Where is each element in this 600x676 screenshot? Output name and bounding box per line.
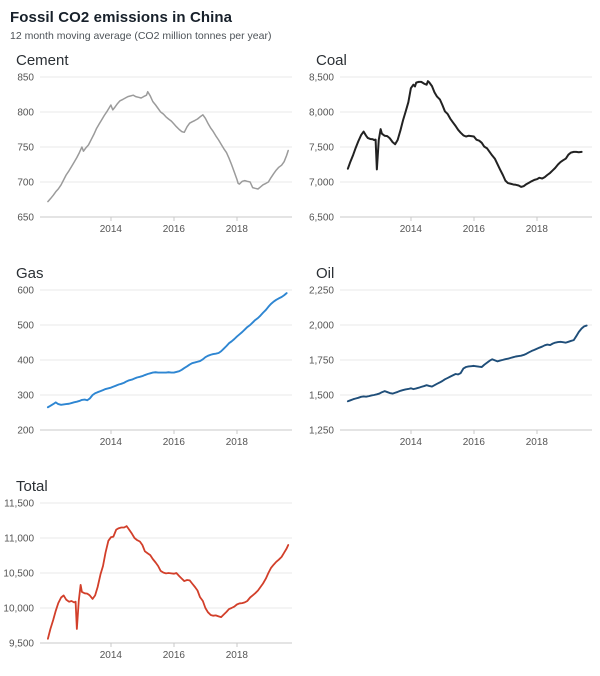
svg-text:10,000: 10,000 — [3, 604, 34, 615]
svg-text:600: 600 — [17, 286, 34, 297]
oil-line-chart: 1,250 1,500 1,750 2,000 2,250 2014 2016 2018 — [309, 286, 592, 448]
chart-title-gas: Gas — [16, 265, 44, 282]
svg-text:11,500: 11,500 — [4, 499, 34, 510]
panel-total: Total 9,500 10,000 10,500 11,000 11,500 2014 2… — [0, 470, 300, 669]
panel-cement: Cement 650 700 750 800 850 2014 2016 2018 — [0, 44, 300, 243]
coal-line-chart: 6,500 7,000 7,500 8,000 8,500 2014 2016 2018 — [309, 73, 592, 235]
svg-text:2018: 2018 — [226, 437, 249, 448]
svg-text:700: 700 — [17, 178, 34, 189]
svg-text:7,500: 7,500 — [309, 143, 334, 154]
svg-text:11,000: 11,000 — [4, 534, 34, 545]
svg-text:200: 200 — [17, 426, 34, 437]
svg-text:650: 650 — [17, 213, 34, 224]
svg-text:2,000: 2,000 — [309, 321, 334, 332]
svg-text:8,000: 8,000 — [309, 108, 334, 119]
chart-title-coal: Coal — [316, 52, 347, 69]
svg-text:2016: 2016 — [163, 650, 186, 661]
svg-text:8,500: 8,500 — [309, 73, 334, 84]
svg-text:750: 750 — [17, 143, 34, 154]
svg-text:2018: 2018 — [526, 224, 549, 235]
svg-text:2018: 2018 — [226, 224, 249, 235]
chart-title-total: Total — [16, 478, 48, 495]
svg-text:800: 800 — [17, 108, 34, 119]
svg-text:2016: 2016 — [463, 224, 486, 235]
gas-line-chart: 200 300 400 500 600 2014 2016 2018 — [17, 286, 292, 448]
report-header: Fossil CO2 emissions in China 12 month m… — [0, 0, 600, 42]
svg-text:2014: 2014 — [100, 650, 123, 661]
svg-text:10,500: 10,500 — [3, 569, 34, 580]
svg-text:7,000: 7,000 — [309, 178, 334, 189]
total-line-chart: 9,500 10,000 10,500 11,000 11,500 2014 2016 201… — [3, 499, 292, 661]
svg-text:2014: 2014 — [100, 224, 123, 235]
svg-text:2,250: 2,250 — [309, 286, 334, 297]
svg-text:400: 400 — [17, 356, 34, 367]
svg-text:2018: 2018 — [226, 650, 249, 661]
svg-text:300: 300 — [17, 391, 34, 402]
svg-text:500: 500 — [17, 321, 34, 332]
page-title: Fossil CO2 emissions in China — [10, 9, 233, 26]
svg-text:2016: 2016 — [163, 437, 186, 448]
svg-text:9,500: 9,500 — [9, 639, 34, 650]
panel-coal: Coal 6,500 7,000 7,500 8,000 8,500 2014 2016 20… — [300, 44, 600, 243]
svg-text:1,250: 1,250 — [309, 426, 334, 437]
chart-title-cement: Cement — [16, 52, 69, 69]
cement-line-chart: 650 700 750 800 850 2014 2016 2018 — [17, 73, 292, 235]
svg-text:2014: 2014 — [400, 224, 423, 235]
chart-title-oil: Oil — [316, 265, 335, 282]
svg-text:2018: 2018 — [526, 437, 549, 448]
svg-text:850: 850 — [17, 73, 34, 84]
panel-oil: Oil 1,250 1,500 1,750 2,000 2,250 2014 2016 201… — [300, 257, 600, 456]
panel-gas: Gas 200 300 400 500 600 2014 2016 2018 — [0, 257, 300, 456]
svg-text:2014: 2014 — [400, 437, 423, 448]
svg-text:2016: 2016 — [463, 437, 486, 448]
svg-text:2014: 2014 — [100, 437, 123, 448]
svg-text:6,500: 6,500 — [309, 213, 334, 224]
svg-text:1,750: 1,750 — [309, 356, 334, 367]
svg-text:2016: 2016 — [163, 224, 186, 235]
svg-text:1,500: 1,500 — [309, 391, 334, 402]
charts-grid: Cement 650 700 750 800 850 2014 2016 2018 Coal … — [0, 44, 600, 669]
page-subtitle: 12 month moving average (CO2 million ton… — [10, 30, 272, 42]
